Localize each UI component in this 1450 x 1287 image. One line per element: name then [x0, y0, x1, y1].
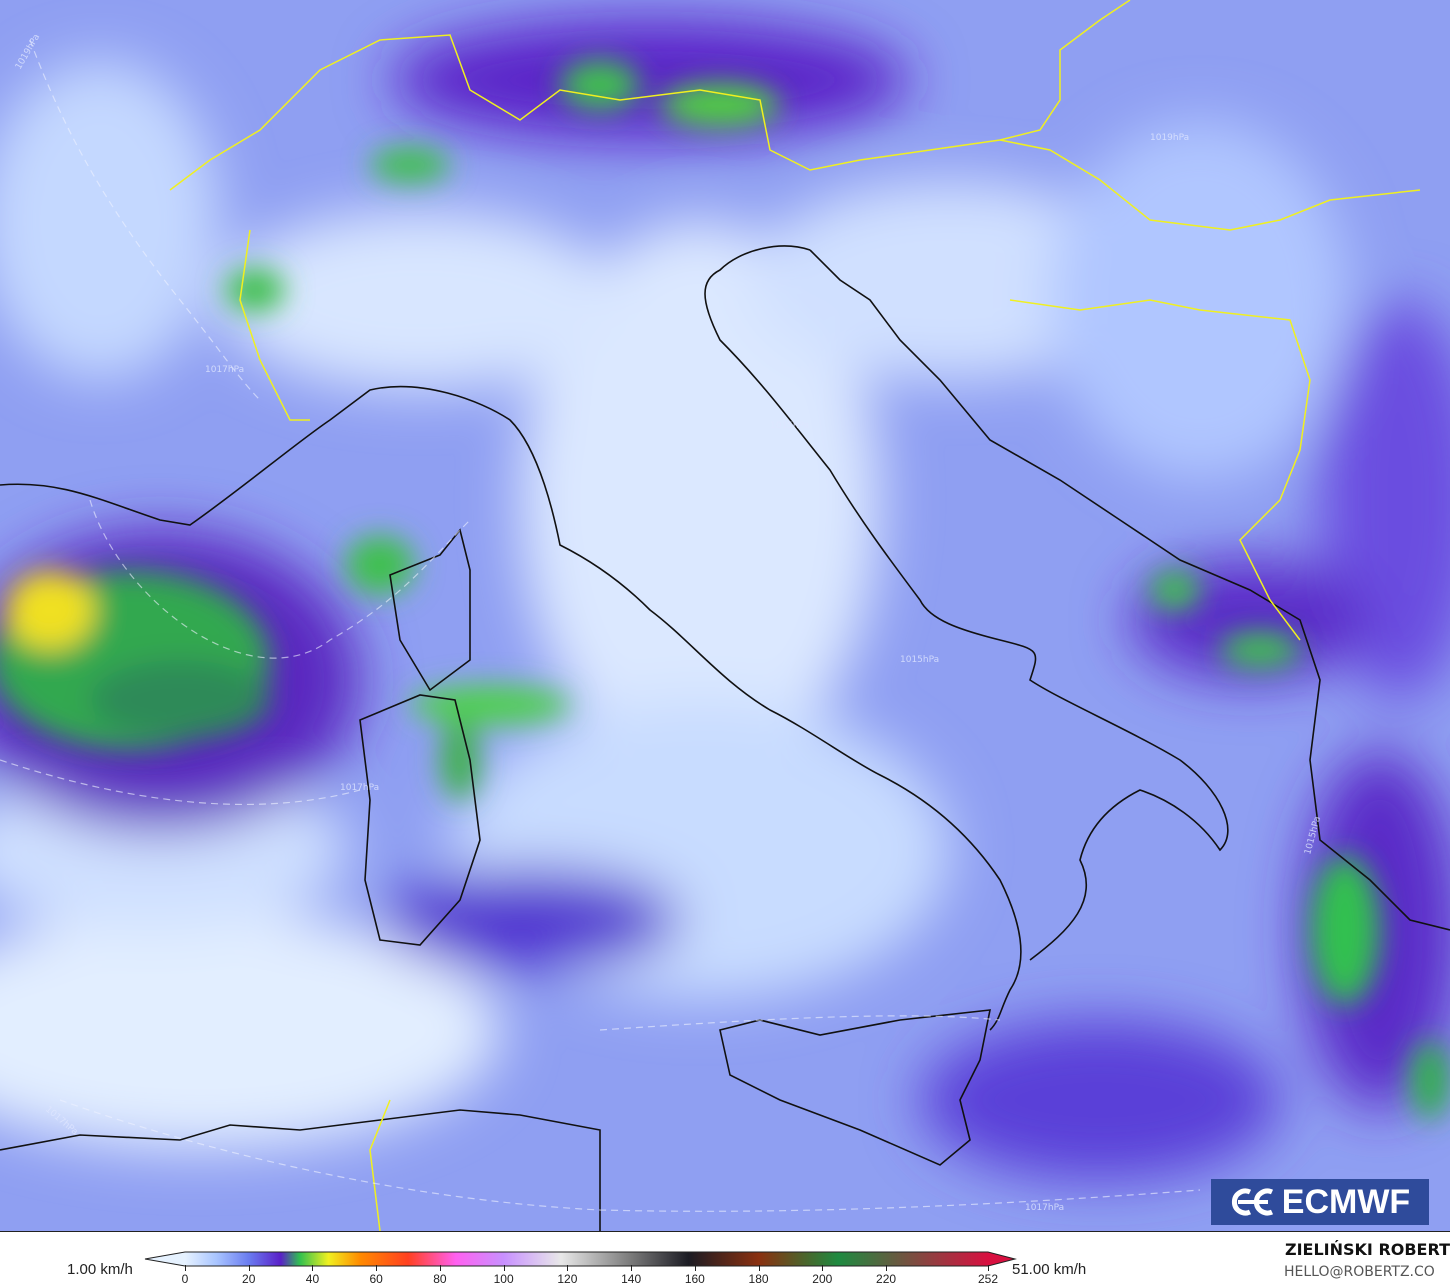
isobar-label: 1015hPa	[900, 655, 939, 665]
logo-text: ECMWF	[1281, 1182, 1411, 1221]
isobar-label: 1017hPa	[205, 365, 244, 375]
colorbar-tick-label: 140	[621, 1272, 642, 1286]
colorbar-tick-mark	[988, 1265, 989, 1271]
isobar-label: 1017hPa	[1025, 1203, 1064, 1213]
national-borders	[169, 0, 1421, 1231]
colorbar-tick-label: 20	[242, 1272, 256, 1286]
coastlines	[0, 245, 1450, 1231]
colorbar-tick-mark	[185, 1265, 186, 1271]
colorbar	[144, 1251, 1017, 1267]
colorbar-tick-mark	[694, 1265, 696, 1271]
wind-maxima	[0, 60, 1450, 1120]
colorbar-tick-label: 60	[369, 1272, 383, 1286]
colorbar-tick-mark	[248, 1265, 250, 1271]
wind-speed-map: 1019hPa 1019hPa 1017hPa 1015hPa 1015hPa …	[0, 0, 1450, 1232]
colorbar-tick-mark	[567, 1265, 569, 1271]
colorbar-tick-mark	[631, 1265, 633, 1271]
colorbar-max-label: 51.00 km/h	[1012, 1261, 1087, 1278]
ecmwf-logo-icon	[1231, 1188, 1273, 1216]
author-email: HELLO@ROBERTZ.CO	[1284, 1264, 1435, 1280]
isobar-label: 1019hPa	[1150, 133, 1189, 143]
colorbar-tick-label: 40	[305, 1272, 320, 1286]
colorbar-tick-mark	[758, 1265, 760, 1271]
colorbar-tick-label: 200	[812, 1272, 833, 1286]
wind-field	[0, 20, 1450, 1180]
colorbar-tick-mark	[886, 1265, 888, 1271]
colorbar-tick-label: 180	[748, 1272, 769, 1286]
colorbar-tick-mark	[376, 1265, 378, 1271]
colorbar-min-label: 1.00 km/h	[67, 1261, 133, 1278]
colorbar-tick-mark	[312, 1265, 314, 1271]
colorbar-tick-label: 120	[557, 1272, 578, 1286]
author-credit: ZIELIŃSKI ROBERT	[1284, 1240, 1450, 1259]
colorbar-tick-mark	[822, 1265, 824, 1271]
isobar-label: 1017hPa	[340, 783, 379, 793]
isobars	[0, 39, 1201, 1212]
colorbar-tick-label: 0	[181, 1272, 189, 1286]
colorbar-gradient	[144, 1251, 1017, 1267]
colorbar-tick-label: 100	[493, 1272, 514, 1286]
ecmwf-logo: ECMWF	[1211, 1179, 1429, 1225]
colorbar-tick-label: 160	[684, 1272, 705, 1286]
isobar-label: 1015hPa	[770, 421, 809, 431]
colorbar-tick-mark	[503, 1265, 505, 1271]
colorbar-tick-label: 80	[433, 1272, 447, 1286]
colorbar-tick-label: 252	[977, 1272, 999, 1286]
colorbar-tick-mark	[439, 1265, 441, 1271]
colorbar-tick-label: 220	[876, 1272, 897, 1286]
